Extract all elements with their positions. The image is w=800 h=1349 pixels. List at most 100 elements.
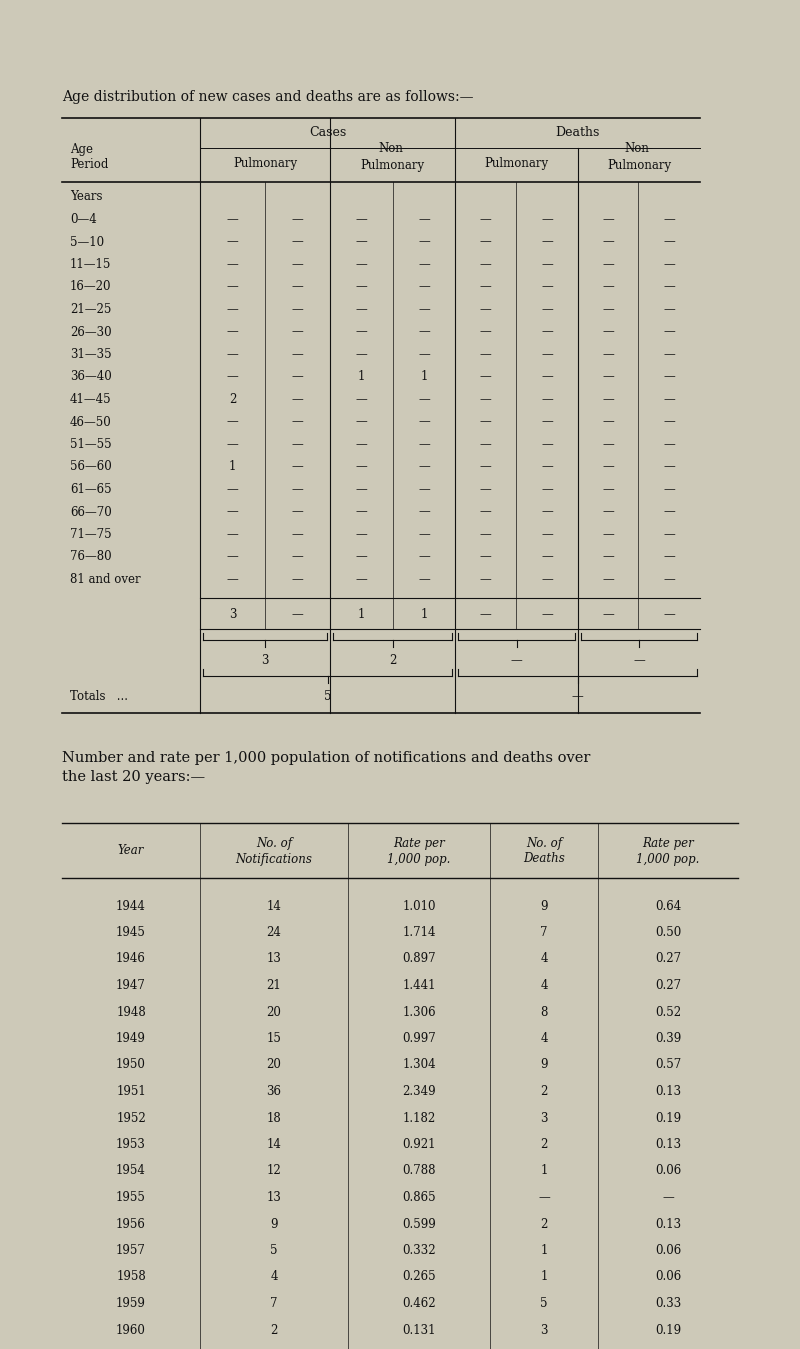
- Text: —: —: [292, 550, 303, 564]
- Text: —: —: [356, 460, 367, 473]
- Text: 0.52: 0.52: [655, 1005, 681, 1018]
- Text: 4: 4: [540, 952, 548, 966]
- Text: —: —: [541, 304, 553, 316]
- Text: —: —: [226, 438, 238, 451]
- Text: 5: 5: [540, 1296, 548, 1310]
- Text: —: —: [226, 325, 238, 339]
- Text: 1: 1: [229, 460, 236, 473]
- Text: Age distribution of new cases and deaths are as follows:—: Age distribution of new cases and deaths…: [62, 90, 474, 104]
- Text: 1957: 1957: [116, 1244, 146, 1257]
- Text: Deaths: Deaths: [555, 127, 600, 139]
- Text: 0—4: 0—4: [70, 213, 97, 227]
- Text: Non-
Pulmonary: Non- Pulmonary: [361, 143, 425, 171]
- Text: 0.865: 0.865: [402, 1191, 436, 1205]
- Text: —: —: [480, 348, 491, 362]
- Text: Year: Year: [118, 844, 144, 858]
- Text: 4: 4: [540, 1032, 548, 1045]
- Text: —: —: [226, 506, 238, 518]
- Text: —: —: [541, 258, 553, 271]
- Text: 14: 14: [266, 900, 282, 912]
- Text: —: —: [541, 236, 553, 248]
- Text: 1946: 1946: [116, 952, 146, 966]
- Text: —: —: [418, 258, 430, 271]
- Text: —: —: [418, 281, 430, 294]
- Text: 36—40: 36—40: [70, 371, 112, 383]
- Text: —: —: [480, 304, 491, 316]
- Text: —: —: [663, 460, 675, 473]
- Text: —: —: [602, 506, 614, 518]
- Text: —: —: [356, 415, 367, 429]
- Text: —: —: [480, 573, 491, 585]
- Text: —: —: [226, 304, 238, 316]
- Text: 3: 3: [540, 1112, 548, 1125]
- Text: Rate per
1,000 pop.: Rate per 1,000 pop.: [636, 836, 700, 866]
- Text: 0.897: 0.897: [402, 952, 436, 966]
- Text: 2: 2: [540, 1085, 548, 1098]
- Text: —: —: [541, 550, 553, 564]
- Text: —: —: [226, 371, 238, 383]
- Text: —: —: [480, 281, 491, 294]
- Text: —: —: [356, 281, 367, 294]
- Text: —: —: [663, 213, 675, 227]
- Text: —: —: [480, 213, 491, 227]
- Text: —: —: [418, 506, 430, 518]
- Text: —: —: [480, 483, 491, 496]
- Text: 71—75: 71—75: [70, 527, 112, 541]
- Text: —: —: [541, 438, 553, 451]
- Text: —: —: [510, 654, 522, 668]
- Text: 2: 2: [270, 1323, 278, 1337]
- Text: —: —: [602, 304, 614, 316]
- Text: 1: 1: [420, 371, 428, 383]
- Text: —: —: [292, 608, 303, 622]
- Text: —: —: [541, 415, 553, 429]
- Text: —: —: [356, 527, 367, 541]
- Text: —: —: [663, 258, 675, 271]
- Text: —: —: [292, 415, 303, 429]
- Text: —: —: [292, 325, 303, 339]
- Text: Pulmonary: Pulmonary: [233, 156, 297, 170]
- Text: 1.306: 1.306: [402, 1005, 436, 1018]
- Text: —: —: [356, 348, 367, 362]
- Text: —: —: [663, 483, 675, 496]
- Text: 1952: 1952: [116, 1112, 146, 1125]
- Text: No. of
Deaths: No. of Deaths: [523, 836, 565, 866]
- Text: 1958: 1958: [116, 1271, 146, 1283]
- Text: 0.599: 0.599: [402, 1218, 436, 1230]
- Text: 0.921: 0.921: [402, 1139, 436, 1151]
- Text: —: —: [226, 527, 238, 541]
- Text: 46—50: 46—50: [70, 415, 112, 429]
- Text: —: —: [292, 304, 303, 316]
- Text: —: —: [418, 304, 430, 316]
- Text: 1953: 1953: [116, 1139, 146, 1151]
- Text: 0.462: 0.462: [402, 1296, 436, 1310]
- Text: —: —: [663, 573, 675, 585]
- Text: 0.39: 0.39: [655, 1032, 681, 1045]
- Text: 0.33: 0.33: [655, 1296, 681, 1310]
- Text: 11—15: 11—15: [70, 258, 111, 271]
- Text: 0.13: 0.13: [655, 1085, 681, 1098]
- Text: —: —: [292, 573, 303, 585]
- Text: —: —: [663, 527, 675, 541]
- Text: —: —: [226, 236, 238, 248]
- Text: —: —: [602, 438, 614, 451]
- Text: —: —: [292, 483, 303, 496]
- Text: —: —: [541, 281, 553, 294]
- Text: —: —: [418, 438, 430, 451]
- Text: 3: 3: [262, 654, 269, 668]
- Text: —: —: [292, 527, 303, 541]
- Text: —: —: [480, 506, 491, 518]
- Text: Cases: Cases: [309, 127, 346, 139]
- Text: 0.64: 0.64: [655, 900, 681, 912]
- Text: 2.349: 2.349: [402, 1085, 436, 1098]
- Text: 20: 20: [266, 1059, 282, 1071]
- Text: —: —: [418, 483, 430, 496]
- Text: —: —: [292, 460, 303, 473]
- Text: —: —: [480, 415, 491, 429]
- Text: —: —: [226, 258, 238, 271]
- Text: —: —: [356, 550, 367, 564]
- Text: 1956: 1956: [116, 1218, 146, 1230]
- Text: —: —: [356, 325, 367, 339]
- Text: No. of
Notifications: No. of Notifications: [235, 836, 313, 866]
- Text: Rate per
1,000 pop.: Rate per 1,000 pop.: [387, 836, 450, 866]
- Text: —: —: [418, 415, 430, 429]
